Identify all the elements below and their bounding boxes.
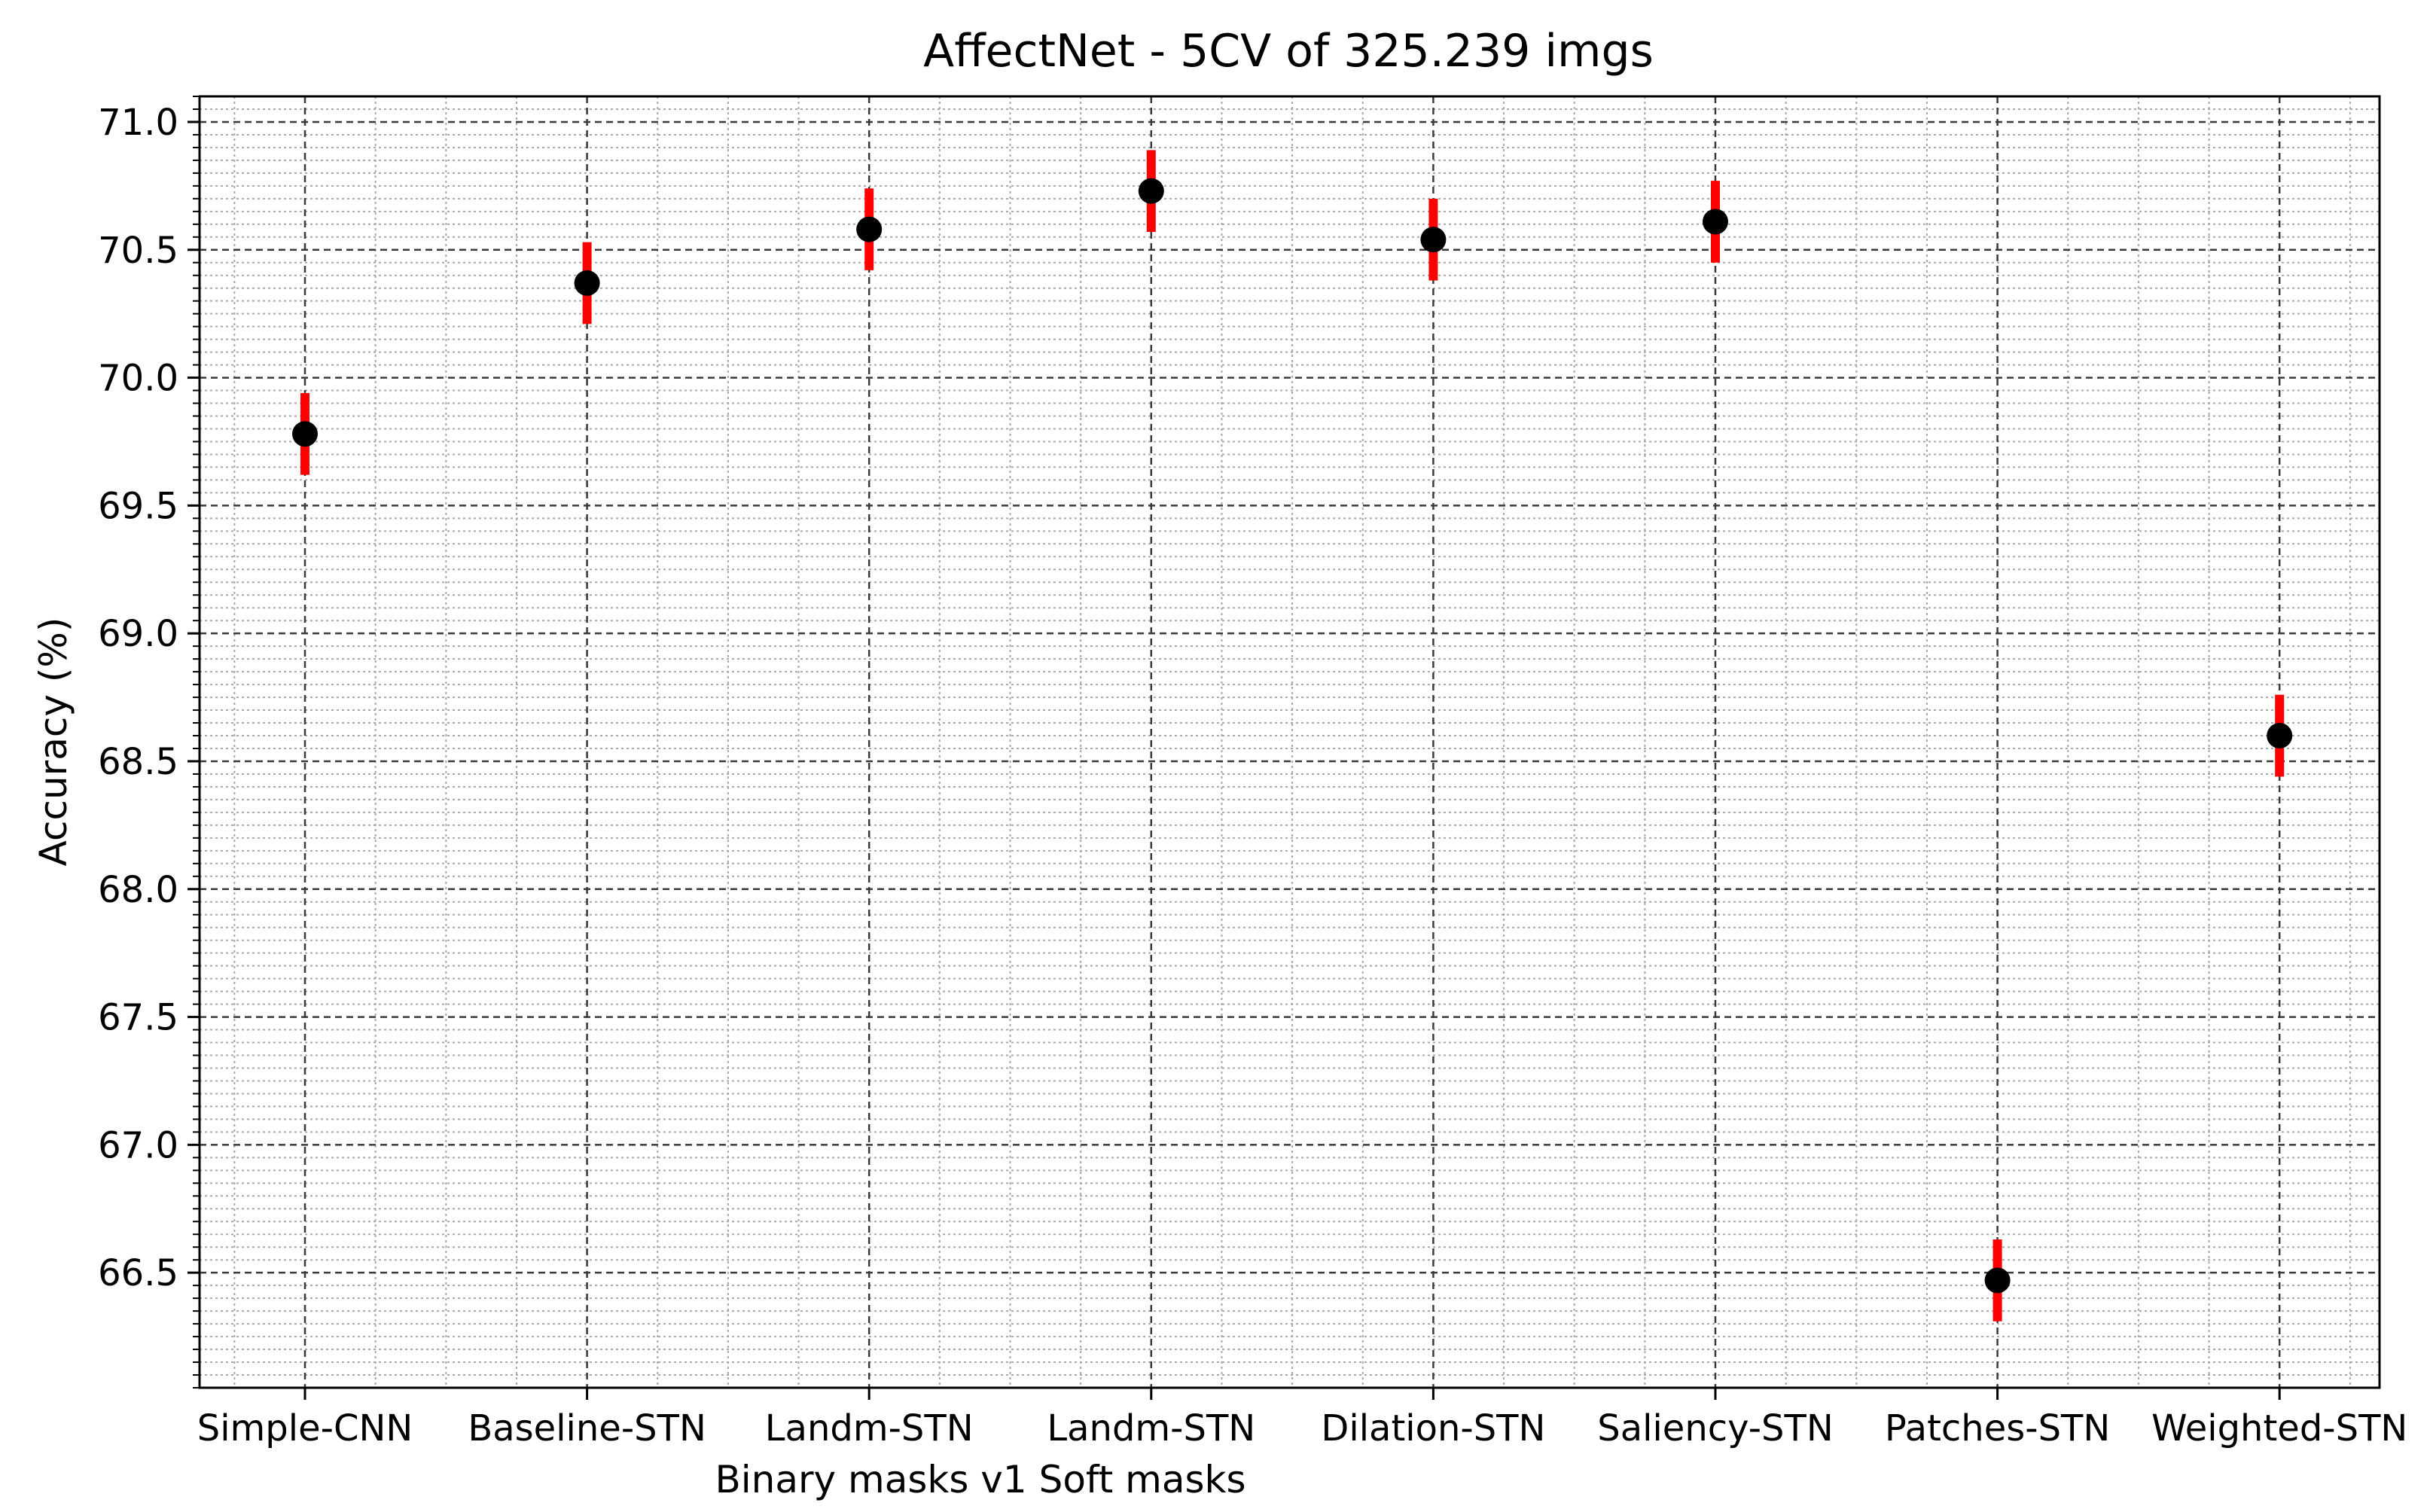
data-point (1984, 1267, 2011, 1294)
data-marks (292, 150, 2293, 1321)
chart-title: AffectNet - 5CV of 325.239 imgs (923, 25, 1654, 78)
y-tick-label: 68.0 (98, 869, 178, 911)
x-tick-label: Dilation-STN (1321, 1407, 1545, 1450)
data-point (2267, 723, 2293, 749)
y-tick-label: 69.0 (98, 613, 178, 655)
y-tick-label: 67.0 (98, 1124, 178, 1166)
x-tick-label: Landm-STN (765, 1407, 974, 1450)
x-tick-label: Weighted-STN (2151, 1407, 2407, 1450)
axes (188, 95, 2381, 1400)
data-point (292, 421, 318, 447)
x-tick-label: Simple-CNN (197, 1407, 413, 1450)
y-axis-label: Accuracy (%) (32, 617, 75, 867)
data-point (574, 270, 600, 296)
x-axis-label: Binary masks v1 Soft masks (715, 1458, 1245, 1501)
y-tick-label: 68.5 (98, 741, 178, 783)
x-tick-label: Saliency-STN (1597, 1407, 1833, 1450)
y-tick-label: 66.5 (98, 1252, 178, 1294)
y-tick-label: 67.5 (98, 997, 178, 1039)
x-tick-label: Landm-STN (1047, 1407, 1255, 1450)
data-point (1703, 209, 1728, 235)
grid (200, 96, 2380, 1389)
data-point (1138, 178, 1164, 204)
x-tick-label: Patches-STN (1885, 1407, 2110, 1450)
x-tick-label: Baseline-STN (468, 1407, 706, 1450)
tick-labels: 66.5 67.0 67.5 68.0 68.5 69.0 69.5 70.0 70.5 71.0… (98, 102, 2407, 1450)
y-tick-label: 70.0 (98, 358, 178, 400)
plot-frame (198, 95, 2381, 1389)
data-point (1420, 227, 1447, 253)
y-tick-label: 70.5 (98, 230, 178, 272)
y-tick-label: 71.0 (98, 102, 178, 144)
y-tick-label: 69.5 (98, 485, 178, 527)
data-point (856, 216, 883, 242)
